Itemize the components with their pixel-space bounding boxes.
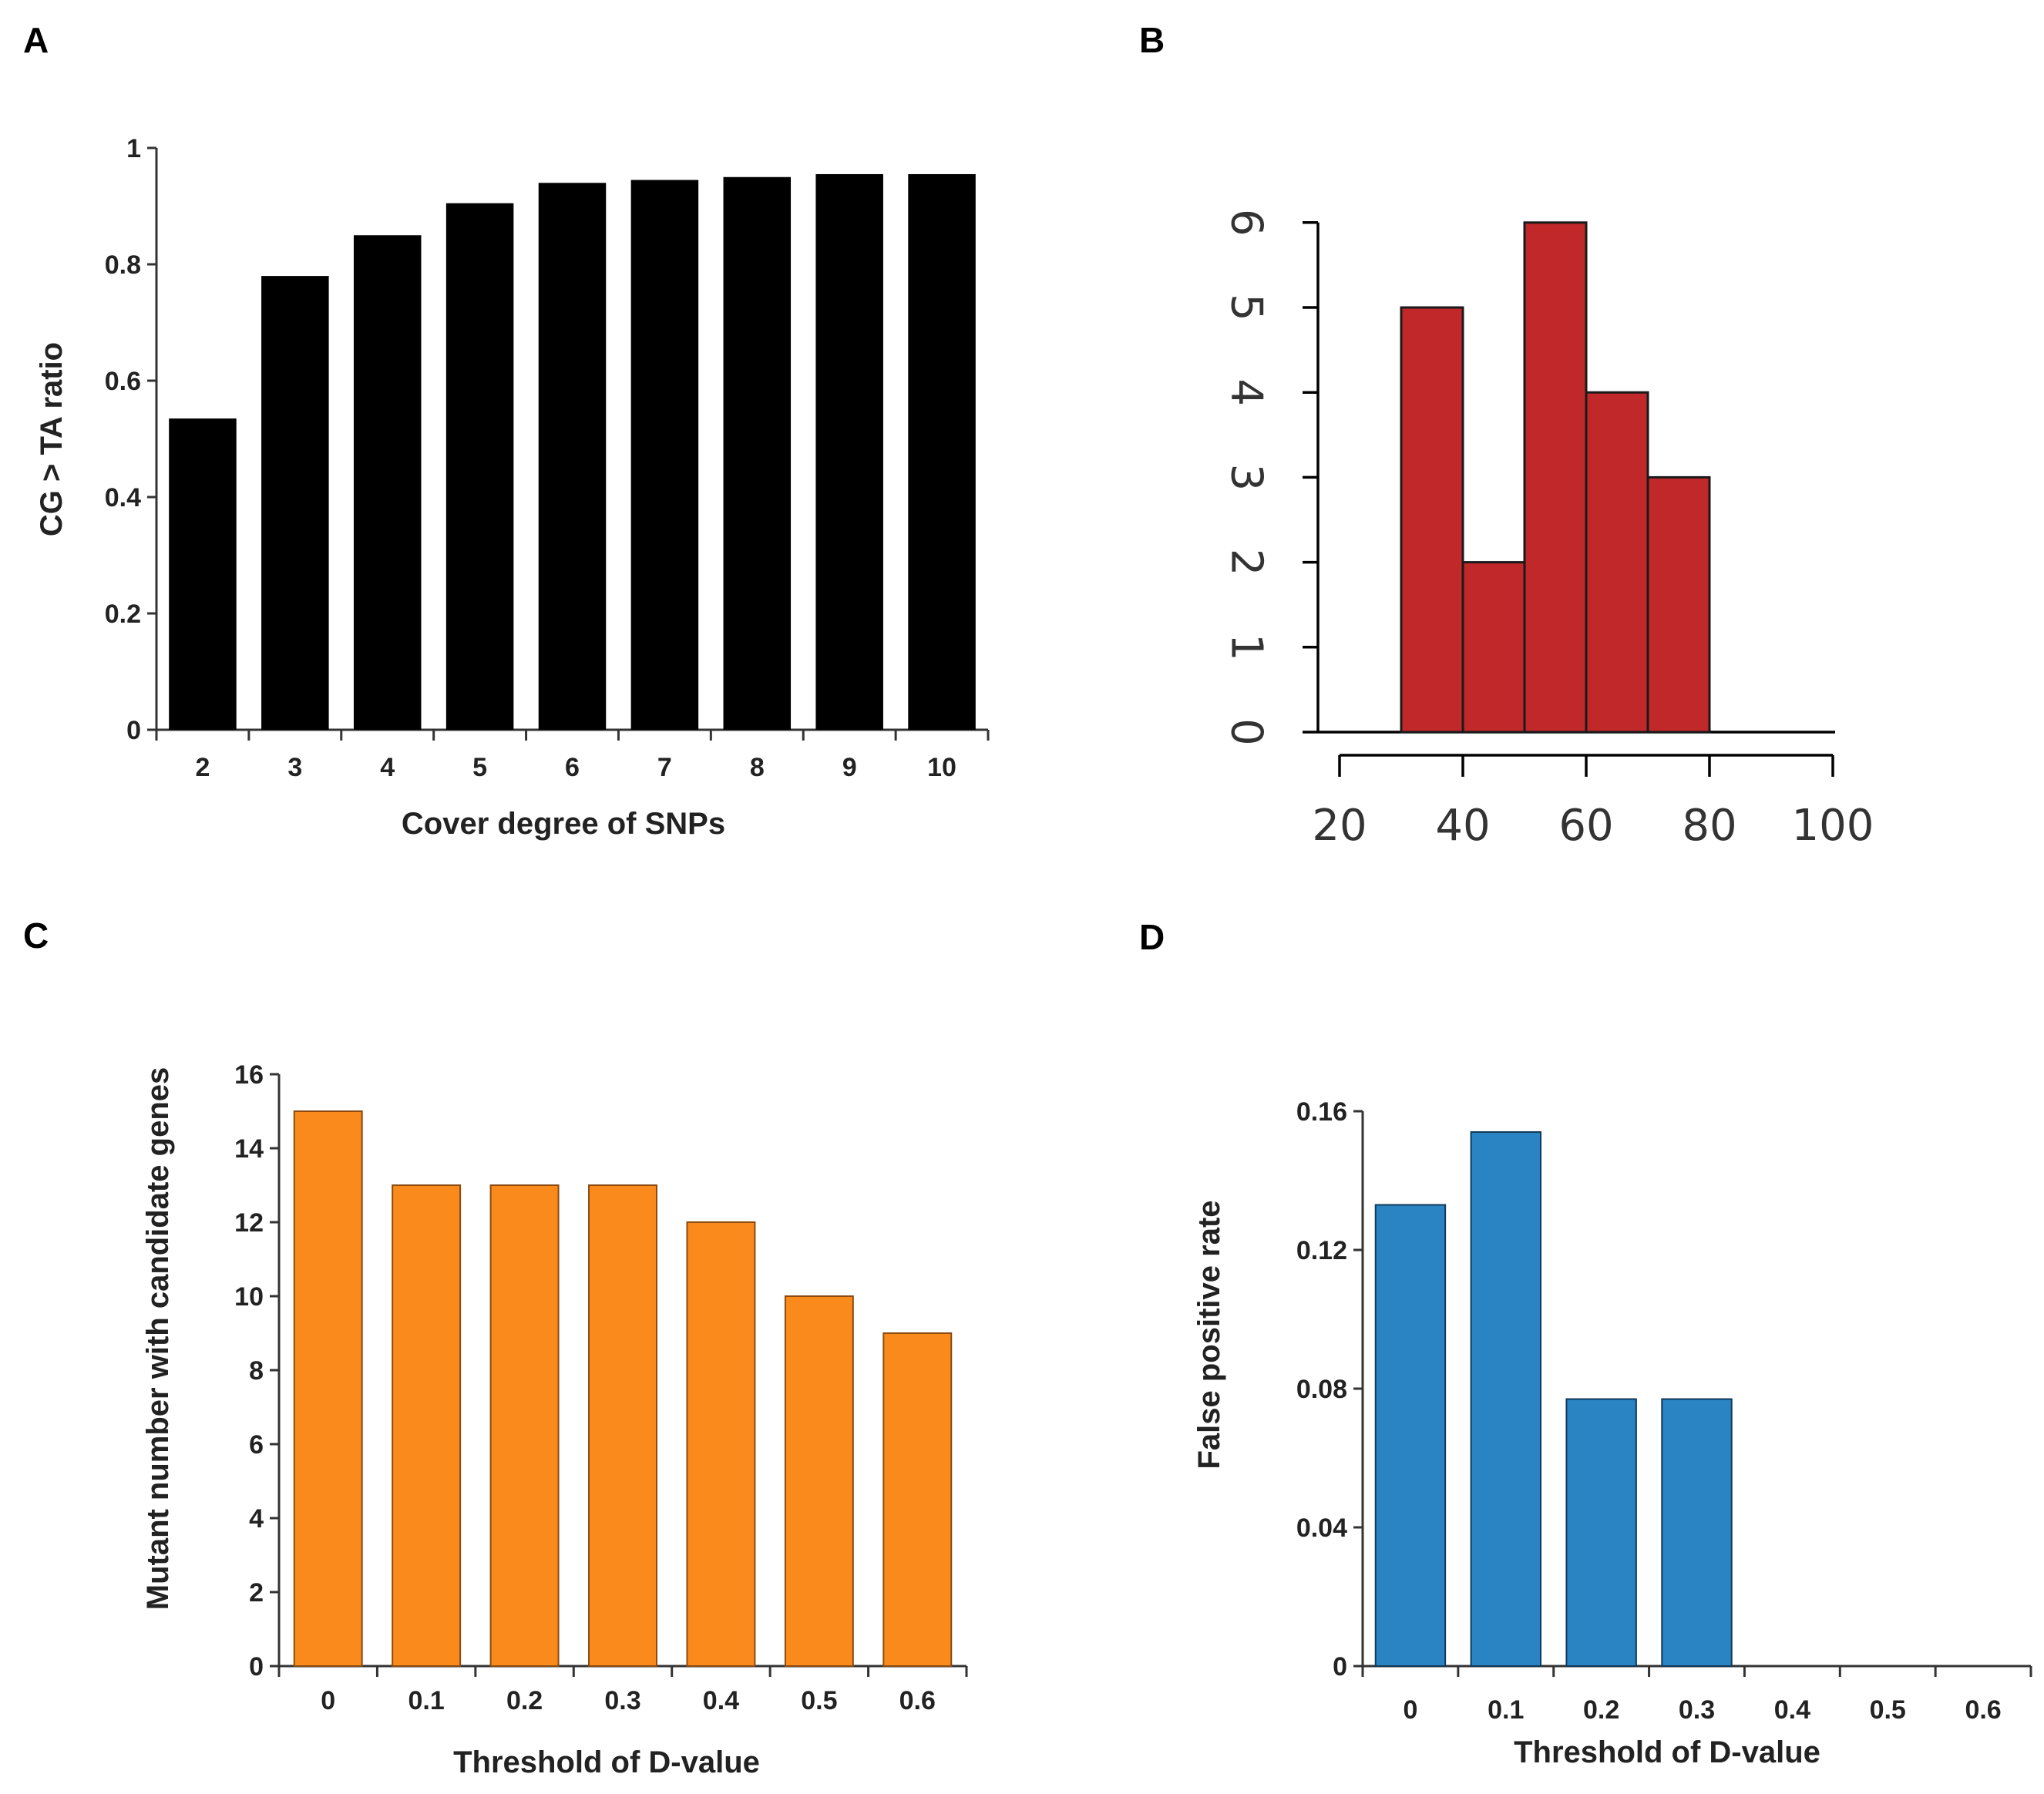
chart-c-x-tick-label: 0.6	[899, 1686, 936, 1715]
chart-c-x-tick-label: 0.1	[408, 1686, 445, 1715]
chart-a-bar	[353, 235, 422, 730]
chart-b-x-tick-label: 40	[1435, 801, 1490, 851]
chart-a-y-tick-label: 0.4	[105, 483, 141, 512]
chart-c-y-tick-label: 8	[249, 1356, 264, 1386]
chart-d-bar	[1374, 1204, 1447, 1667]
chart-c-bar	[784, 1295, 854, 1667]
panel-label-a: A	[23, 20, 49, 60]
chart-d-x-tick-label: 0.1	[1488, 1695, 1524, 1725]
chart-b-bar	[1585, 391, 1649, 734]
chart-a-y-tick-label: 0.2	[105, 600, 141, 629]
panel-label-d: D	[1139, 917, 1165, 957]
chart-c-x-tick-label: 0	[321, 1686, 335, 1715]
chart-d-y-tick-label: 0.12	[1296, 1236, 1347, 1265]
chart-c-y-tick-label: 0	[249, 1652, 264, 1681]
chart-a-bar	[630, 180, 699, 730]
chart-c-y-tick-label: 2	[249, 1578, 264, 1608]
chart-b-x-tick-label: 100	[1792, 801, 1874, 851]
chart-d-y-axis-title: False positive rate	[1192, 1200, 1226, 1469]
chart-a: 0 0.2 0.4 0.6 0.8 1 2 3 4 5 6 7 8 9 10 Cover degree of …	[35, 134, 990, 841]
chart-c: 0 2 4 6 8 10 12 14 16 0 0.1 0.2 0.3 0.4 0.5 0.6 Threshol…	[141, 1060, 968, 1779]
chart-a-bar	[723, 176, 792, 730]
chart-b: 0 1 2 3 4 5 6 20 40 60 80 100	[1221, 209, 1874, 851]
chart-d-bar	[1661, 1398, 1733, 1667]
chart-a-x-tick-label: 8	[750, 753, 765, 782]
chart-c-x-axis-title: Threshold of D-value	[453, 1745, 760, 1779]
chart-c-x-tick-label: 0.3	[604, 1686, 640, 1715]
chart-c-y-tick-label: 4	[249, 1504, 264, 1534]
chart-a-y-axis-title: CG > TA ratio	[35, 342, 69, 536]
chart-c-bar	[489, 1184, 560, 1667]
chart-a-x-tick-label: 10	[927, 753, 956, 782]
chart-a-x-tick-label: 6	[565, 753, 580, 782]
chart-b-y-tick-label: 0	[1221, 718, 1271, 746]
chart-a-bar	[538, 183, 607, 731]
chart-b-bar	[1646, 475, 1711, 734]
chart-a-y-tick-label: 0.6	[105, 367, 141, 396]
chart-a-x-tick-label: 9	[842, 753, 857, 782]
chart-d-y-tick-label: 0.04	[1296, 1513, 1347, 1543]
chart-c-y-axis-title: Mutant number with candidate genes	[141, 1067, 175, 1611]
chart-a-x-tick-label: 5	[472, 753, 487, 782]
chart-d-y-tick-label: 0.08	[1296, 1375, 1347, 1404]
chart-a-y-tick-label: 0	[126, 716, 141, 745]
chart-d-x-tick-label: 0	[1403, 1695, 1417, 1725]
chart-d-x-tick-label: 0.6	[1965, 1695, 2001, 1725]
chart-c-y-tick-label: 12	[234, 1208, 264, 1238]
chart-b-y-tick-label: 5	[1221, 294, 1271, 321]
chart-b-x-tick-label: 20	[1312, 801, 1367, 851]
chart-a-x-tick-label: 7	[657, 753, 672, 782]
chart-a-bar	[815, 173, 883, 731]
chart-d-y-tick-label: 0	[1333, 1652, 1347, 1681]
chart-b-bar	[1461, 561, 1526, 734]
chart-d-y-tick-label: 0.16	[1296, 1097, 1347, 1127]
chart-d-x-axis-title: Threshold of D-value	[1514, 1735, 1820, 1769]
chart-d-x-tick-label: 0.5	[1870, 1695, 1906, 1725]
chart-a-bar	[261, 276, 329, 731]
chart-b-bar	[1400, 306, 1464, 734]
chart-d-bar	[1565, 1398, 1637, 1667]
chart-d-x-tick-label: 0.3	[1679, 1695, 1715, 1725]
chart-a-x-axis-title: Cover degree of SNPs	[402, 807, 725, 841]
chart-c-y-tick-label: 16	[234, 1060, 264, 1090]
chart-d-x-tick-label: 0.2	[1583, 1695, 1619, 1725]
chart-a-x-tick-label: 3	[287, 753, 302, 782]
chart-a-bar	[445, 203, 514, 731]
panel-label-c: C	[23, 915, 49, 956]
chart-b-x-tick-label: 80	[1682, 801, 1736, 851]
chart-b-y-tick-label: 6	[1221, 209, 1271, 237]
chart-d-bar	[1470, 1131, 1541, 1667]
chart-c-bar	[293, 1110, 363, 1667]
chart-c-y-tick-label: 10	[234, 1282, 264, 1312]
chart-c-x-tick-label: 0.2	[506, 1686, 543, 1715]
chart-a-bar	[908, 173, 976, 731]
chart-c-y-tick-label: 6	[249, 1430, 264, 1460]
chart-b-bar	[1523, 221, 1588, 734]
chart-c-x-tick-label: 0.5	[801, 1686, 837, 1715]
chart-c-bar	[392, 1184, 462, 1667]
chart-b-x-tick-label: 60	[1558, 801, 1613, 851]
chart-d: 0 0.04 0.08 0.12 0.16 0 0.1 0.2 0.3 0.4 0.5 0.6 Thre…	[1192, 1097, 2032, 1769]
chart-a-x-tick-label: 2	[195, 753, 210, 782]
chart-b-y-tick-label: 1	[1221, 633, 1271, 661]
chart-c-y-tick-label: 14	[234, 1134, 264, 1164]
chart-c-bar	[882, 1332, 953, 1667]
chart-c-bar	[686, 1221, 756, 1667]
chart-a-y-tick-label: 0.8	[105, 250, 141, 280]
chart-c-x-tick-label: 0.4	[703, 1686, 739, 1715]
panel-label-b: B	[1139, 20, 1165, 60]
chart-b-y-tick-label: 3	[1221, 464, 1271, 492]
chart-a-y-tick-label: 1	[126, 134, 141, 163]
chart-d-x-tick-label: 0.4	[1774, 1695, 1810, 1725]
chart-c-bar	[588, 1184, 657, 1667]
chart-b-y-tick-label: 4	[1221, 378, 1271, 406]
chart-a-bar	[169, 418, 237, 730]
chart-b-y-tick-label: 2	[1221, 549, 1271, 576]
chart-a-x-tick-label: 4	[380, 753, 395, 782]
